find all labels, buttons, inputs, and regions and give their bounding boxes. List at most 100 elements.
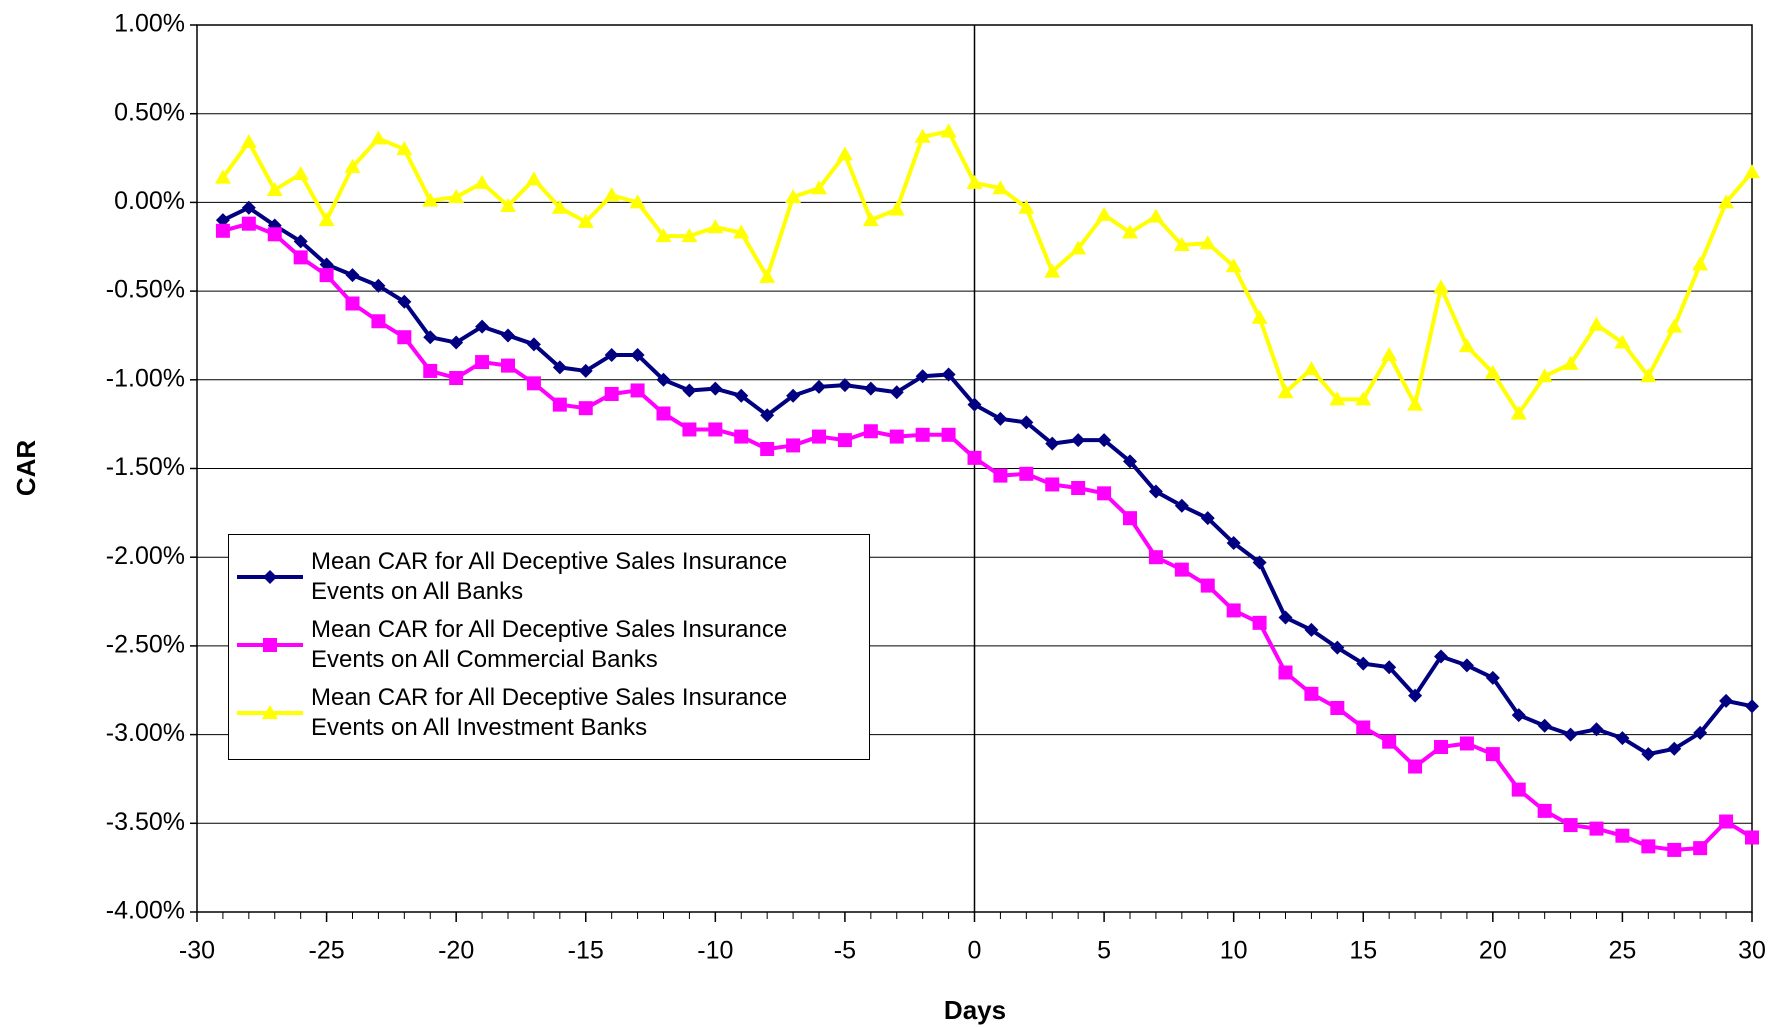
marker [475,319,490,334]
y-tick-label: -3.00% [106,719,185,747]
marker [474,174,491,189]
marker [1692,256,1709,271]
marker [397,294,412,309]
marker [966,174,983,189]
marker [786,388,801,403]
legend-label: Mean CAR for All Deceptive Sales Insuran… [311,684,788,741]
y-tick-label: -2.00% [106,542,185,570]
marker [552,360,567,375]
marker [1667,741,1682,756]
marker [267,227,282,242]
marker [578,401,593,416]
marker [1563,727,1578,742]
marker [1485,747,1500,762]
marker [1226,603,1241,618]
x-tick-label: -10 [697,937,733,965]
legend-entry: Mean CAR for All Deceptive Sales Insuran… [229,683,869,743]
marker [1536,368,1553,383]
marker [319,257,334,272]
y-tick-label: -1.50% [106,453,185,481]
marker [760,441,775,456]
marker [1537,718,1552,733]
marker [1019,466,1034,481]
marker [785,189,802,204]
marker [292,166,309,181]
marker [526,337,541,352]
marker [396,141,413,156]
marker [1537,803,1552,818]
marker [1123,511,1137,526]
marker [1044,263,1061,278]
marker [630,347,645,362]
legend-swatch [237,570,303,584]
marker [812,429,826,444]
marker [241,216,256,231]
marker [1381,346,1398,361]
marker [1382,734,1397,749]
marker [319,268,334,283]
marker [1615,731,1630,746]
marker [1096,206,1113,221]
marker [1045,477,1060,492]
marker [967,397,982,412]
marker [1744,164,1760,179]
marker [811,180,827,195]
y-tick-label: -1.00% [106,364,185,392]
marker [1097,486,1112,501]
marker [1459,736,1474,751]
marker [863,381,878,396]
legend-label: Mean CAR for All Deceptive Sales Insuran… [311,548,788,605]
marker [1614,334,1631,349]
marker [630,383,645,398]
x-tick-label: 25 [1609,937,1637,965]
marker [1304,622,1319,637]
marker [397,330,412,345]
marker [1719,814,1734,829]
marker [1174,498,1189,513]
marker [1071,481,1086,496]
marker [423,363,438,378]
marker [1278,665,1293,680]
marker [525,171,542,186]
marker [577,213,594,228]
marker [889,429,904,444]
marker [1408,759,1423,774]
marker [682,383,697,398]
marker [263,570,277,584]
marker [1200,511,1215,526]
marker [837,433,852,448]
marker [423,330,438,345]
legend-entry: Mean CAR for All Deceptive Sales Insuran… [229,615,869,675]
marker [1562,355,1579,370]
marker [263,638,277,652]
marker [345,296,360,311]
marker [501,358,515,373]
marker [1019,415,1034,430]
marker [1693,725,1708,740]
marker [734,429,749,444]
x-tick-label: -30 [179,937,215,965]
marker [1356,656,1371,671]
marker [914,128,931,143]
marker [266,181,283,196]
marker [1200,578,1215,593]
marker [1718,194,1735,209]
marker [733,224,750,239]
marker [501,328,515,343]
marker [1666,318,1683,333]
marker [1199,235,1216,250]
marker [734,388,749,403]
marker [1510,405,1527,420]
marker [760,408,775,423]
marker [240,134,257,149]
marker [708,422,723,437]
marker [1251,309,1268,324]
marker [1640,368,1657,383]
y-tick-label: 0.00% [114,187,185,215]
marker [1589,821,1604,836]
marker [475,355,490,370]
marker [1304,686,1319,701]
marker [1148,484,1163,499]
marker [1434,649,1448,664]
